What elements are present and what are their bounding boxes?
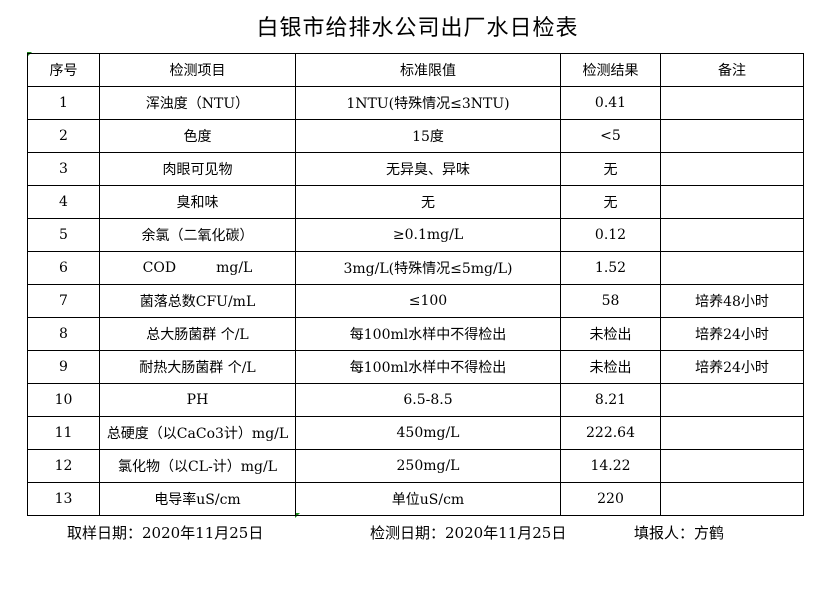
test-item: 肉眼可见物: [99, 152, 296, 186]
test-item: 氯化物（以CL-计）mg/L: [99, 449, 296, 483]
standard-limit: 250mg/L: [295, 449, 561, 483]
test-item: 菌落总数CFU/mL: [99, 284, 296, 318]
table-row: 10 PH 6.5-8.5 8.21: [27, 383, 804, 417]
test-item: 电导率uS/cm: [99, 482, 296, 516]
test-item: 色度: [99, 119, 296, 153]
remark: [660, 251, 804, 285]
test-item: 耐热大肠菌群 个/L: [99, 350, 296, 384]
page-title: 白银市给排水公司出厂水日检表: [256, 16, 579, 41]
row-number: 2: [27, 119, 100, 153]
test-result: 无: [560, 152, 661, 186]
row-number: 5: [27, 218, 100, 252]
standard-limit: 单位uS/cm: [295, 482, 561, 516]
cell-marker: [295, 513, 300, 518]
reporter: 填报人：方鹤: [634, 524, 725, 542]
remark: [660, 152, 804, 186]
header-cell: 序号: [27, 53, 100, 87]
standard-limit: 无: [295, 185, 561, 219]
standard-limit: 每100ml水样中不得检出: [295, 350, 561, 384]
header-cell: 检测项目: [99, 53, 296, 87]
standard-limit: 3mg/L(特殊情况≤5mg/L): [295, 251, 561, 285]
row-number: 7: [27, 284, 100, 318]
row-number: 6: [27, 251, 100, 285]
test-result: 未检出: [560, 350, 661, 384]
row-number: 8: [27, 317, 100, 351]
test-item: 总大肠菌群 个/L: [99, 317, 296, 351]
test-item: 总硬度（以CaCo3计）mg/L: [99, 416, 296, 450]
sampling-date: 取样日期：2020年11月25日: [67, 524, 264, 542]
test-item: 浑浊度（NTU）: [99, 86, 296, 120]
row-number: 3: [27, 152, 100, 186]
standard-limit: 450mg/L: [295, 416, 561, 450]
row-number: 9: [27, 350, 100, 384]
row-number: 11: [27, 416, 100, 450]
test-result: 220: [560, 482, 661, 516]
test-result: 8.21: [560, 383, 661, 417]
test-result: <5: [560, 119, 661, 153]
table-row: 6 COD mg/L 3mg/L(特殊情况≤5mg/L) 1.52: [27, 251, 804, 285]
row-number: 10: [27, 383, 100, 417]
test-result: 14.22: [560, 449, 661, 483]
test-result: 0.41: [560, 86, 661, 120]
table-row: 11 总硬度（以CaCo3计）mg/L 450mg/L 222.64: [27, 416, 804, 450]
table-row: 8 总大肠菌群 个/L 每100ml水样中不得检出 未检出 培养24小时: [27, 317, 804, 351]
table-row: 5 余氯（二氧化碳） ≥0.1mg/L 0.12: [27, 218, 804, 252]
remark: [660, 383, 804, 417]
table-row: 3 肉眼可见物 无异臭、异味无: [27, 152, 804, 186]
remark: [660, 482, 804, 516]
test-result: 1.52: [560, 251, 661, 285]
standard-limit: 无异臭、异味: [295, 152, 561, 186]
row-number: 12: [27, 449, 100, 483]
test-item: PH: [99, 383, 296, 417]
inspection-table: 序号 检测项目 标准限值 检测结果 备注 1 浑浊度（NTU） 1NTU(特殊情况≤…: [27, 53, 804, 516]
table-row: 1 浑浊度（NTU） 1NTU(特殊情况≤3NTU) 0.41: [27, 86, 804, 120]
test-date: 检测日期：2020年11月25日: [370, 524, 567, 542]
test-result: 58: [560, 284, 661, 318]
standard-limit: 1NTU(特殊情况≤3NTU): [295, 86, 561, 120]
header-cell: 备注: [660, 53, 804, 87]
row-number: 13: [27, 482, 100, 516]
test-result: 无: [560, 185, 661, 219]
table-row: 4 臭和味无无: [27, 185, 804, 219]
header-cell: 检测结果: [560, 53, 661, 87]
remark: 培养48小时: [660, 284, 804, 318]
standard-limit: ≥0.1mg/L: [295, 218, 561, 252]
table-row: 12 氯化物（以CL-计）mg/L 250mg/L 14.22: [27, 449, 804, 483]
table-row: 7 菌落总数CFU/mL ≤100 58 培养48小时: [27, 284, 804, 318]
test-item: 臭和味: [99, 185, 296, 219]
table-row: 2 色度 15度 <5: [27, 119, 804, 153]
row-number: 4: [27, 185, 100, 219]
test-result: 未检出: [560, 317, 661, 351]
remark: [660, 416, 804, 450]
test-result: 0.12: [560, 218, 661, 252]
row-number: 1: [27, 86, 100, 120]
remark: [660, 185, 804, 219]
table-row: 9 耐热大肠菌群 个/L 每100ml水样中不得检出 未检出 培养24小时: [27, 350, 804, 384]
table-row: 13 电导率uS/cm 单位uS/cm 220: [27, 482, 804, 516]
test-item: 余氯（二氧化碳）: [99, 218, 296, 252]
standard-limit: 15度: [295, 119, 561, 153]
remark: 培养24小时: [660, 317, 804, 351]
remark: [660, 449, 804, 483]
test-result: 222.64: [560, 416, 661, 450]
test-item: COD mg/L: [99, 251, 296, 285]
remark: [660, 86, 804, 120]
remark: 培养24小时: [660, 350, 804, 384]
standard-limit: 每100ml水样中不得检出: [295, 317, 561, 351]
remark: [660, 119, 804, 153]
standard-limit: 6.5-8.5: [295, 383, 561, 417]
header-row: 序号 检测项目 标准限值 检测结果 备注: [27, 53, 804, 87]
header-cell: 标准限值: [295, 53, 561, 87]
standard-limit: ≤100: [295, 284, 561, 318]
remark: [660, 218, 804, 252]
